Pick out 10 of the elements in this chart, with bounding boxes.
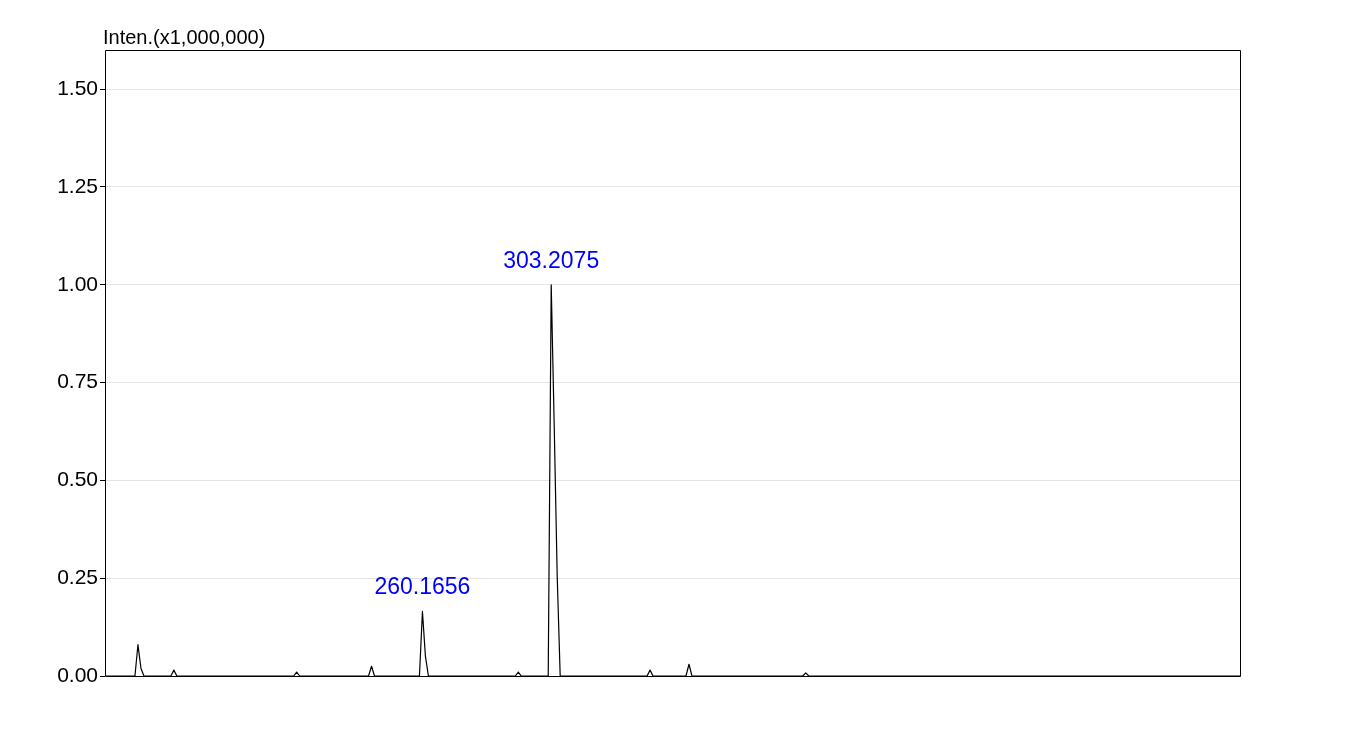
annotation: 260.1656 <box>374 573 471 600</box>
y-tick-label: 0.00 <box>57 662 98 686</box>
y-tick-label: 1.25 <box>57 173 98 197</box>
y-tick-label: 0.25 <box>57 564 98 588</box>
y-tick-label: 1.50 <box>57 75 98 99</box>
y-tick-label: 0.75 <box>57 369 98 393</box>
y-axis-title: Inten.(x1,000,000) <box>103 25 266 48</box>
y-tick-label: 0.50 <box>57 467 98 491</box>
y-tick-label: 1.00 <box>57 271 98 295</box>
annotation: 303.2075 <box>503 246 600 273</box>
